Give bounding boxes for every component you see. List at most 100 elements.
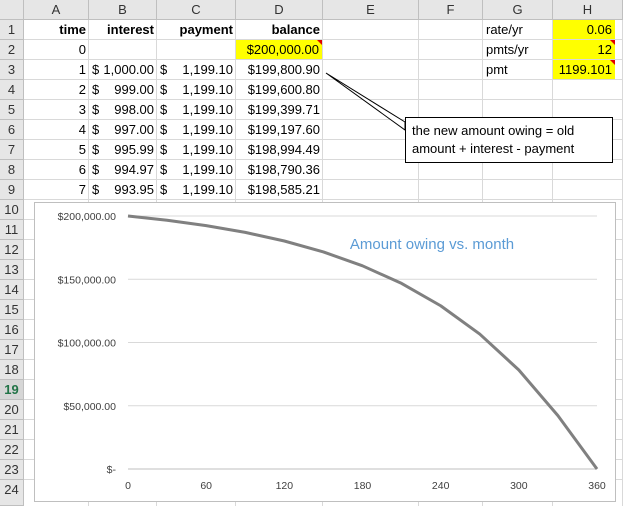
currency-symbol: $ [160, 122, 168, 137]
gridline [24, 119, 623, 120]
row-header-20[interactable]: 20 [0, 400, 24, 420]
column-header-c[interactable]: C [157, 0, 236, 20]
cell-c3[interactable]: $1,199.10 [157, 60, 236, 80]
select-all-corner[interactable] [0, 0, 24, 20]
cell-c8[interactable]: $1,199.10 [157, 160, 236, 180]
y-tick-label: $200,000.00 [58, 211, 117, 223]
gridline [24, 159, 623, 160]
row-header-6[interactable]: 6 [0, 120, 24, 140]
cell-a3[interactable]: 1 [78, 62, 86, 77]
column-header-f[interactable]: F [419, 0, 483, 20]
currency-symbol: $ [92, 82, 100, 97]
row-header-4[interactable]: 4 [0, 80, 24, 100]
row-header-19[interactable]: 19 [0, 380, 24, 400]
row-header-10[interactable]: 10 [0, 200, 24, 220]
column-header-a[interactable]: A [24, 0, 89, 20]
cell-b4[interactable]: $999.00 [89, 80, 157, 100]
cell-a9[interactable]: 7 [78, 182, 86, 197]
cell-d3[interactable]: $199,800.90 [247, 62, 320, 77]
row-header-16[interactable]: 16 [0, 320, 24, 340]
column-header-e[interactable]: E [323, 0, 419, 20]
row-header-11[interactable]: 11 [0, 220, 24, 240]
x-tick-label: 300 [510, 480, 528, 492]
gridline [24, 179, 623, 180]
row-header-24[interactable]: 24 [0, 480, 24, 506]
cell-d5[interactable]: $199,399.71 [247, 102, 320, 117]
x-tick-label: 0 [125, 480, 131, 492]
cell-b1[interactable]: interest [107, 22, 154, 37]
cell-a4[interactable]: 2 [78, 82, 86, 97]
column-header-h[interactable]: H [553, 0, 623, 20]
cell-b3[interactable]: $1,000.00 [89, 60, 157, 80]
row-header-23[interactable]: 23 [0, 460, 24, 480]
cell-c4[interactable]: $1,199.10 [157, 80, 236, 100]
column-header-d[interactable]: D [236, 0, 323, 20]
row-header-9[interactable]: 9 [0, 180, 24, 200]
cell-g1[interactable]: rate/yr [486, 22, 523, 37]
row-header-7[interactable]: 7 [0, 140, 24, 160]
row-header-17[interactable]: 17 [0, 340, 24, 360]
cell-a8[interactable]: 6 [78, 162, 86, 177]
cell-a2[interactable]: 0 [78, 42, 86, 57]
callout-line-1: the new amount owing = old [412, 123, 575, 138]
cell-d1[interactable]: balance [271, 22, 320, 37]
column-header-b[interactable]: B [89, 0, 157, 20]
row-header-22[interactable]: 22 [0, 440, 24, 460]
cell-h2[interactable]: 12 [553, 40, 615, 59]
comment-marker-h2[interactable] [610, 40, 615, 45]
cell-d4[interactable]: $199,600.80 [247, 82, 320, 97]
row-header-14[interactable]: 14 [0, 280, 24, 300]
cell-c9[interactable]: $1,199.10 [157, 180, 236, 200]
cell-b5[interactable]: $998.00 [89, 100, 157, 120]
line-chart[interactable]: $- $50,000.00 $100,000.00 $150,000.00 $200,0… [34, 202, 616, 502]
row-header-13[interactable]: 13 [0, 260, 24, 280]
cell-b8[interactable]: $994.97 [89, 160, 157, 180]
cell-a5[interactable]: 3 [78, 102, 86, 117]
row-header-5[interactable]: 5 [0, 100, 24, 120]
cell-b6[interactable]: $997.00 [89, 120, 157, 140]
cell-value: 995.99 [114, 142, 154, 157]
row-header-2[interactable]: 2 [0, 40, 24, 60]
cell-value: 993.95 [114, 182, 154, 197]
row-header-1[interactable]: 1 [0, 20, 24, 40]
row-header-12[interactable]: 12 [0, 240, 24, 260]
column-header-g[interactable]: G [483, 0, 553, 20]
cell-a1[interactable]: time [59, 22, 86, 37]
cell-b9[interactable]: $993.95 [89, 180, 157, 200]
gridline [24, 199, 623, 200]
currency-symbol: $ [160, 102, 168, 117]
row-header-21[interactable]: 21 [0, 420, 24, 440]
currency-symbol: $ [92, 62, 100, 77]
cell-value: 994.97 [114, 162, 154, 177]
row-header-18[interactable]: 18 [0, 360, 24, 380]
cell-a6[interactable]: 4 [78, 122, 86, 137]
callout-textbox[interactable]: the new amount owing = old amount + inte… [405, 117, 613, 163]
cell-c1[interactable]: payment [179, 22, 233, 37]
cell-value: 1,199.10 [182, 182, 233, 197]
row-header-8[interactable]: 8 [0, 160, 24, 180]
cell-value: 998.00 [114, 102, 154, 117]
cell-c7[interactable]: $1,199.10 [157, 140, 236, 160]
cell-a7[interactable]: 5 [78, 142, 86, 157]
comment-marker-d2[interactable] [317, 40, 322, 45]
cell-h3[interactable]: 1199.101 [553, 60, 615, 79]
cell-d7[interactable]: $198,994.49 [247, 142, 320, 157]
cell-d8[interactable]: $198,790.36 [247, 162, 320, 177]
chart-title: Amount owing vs. month [350, 236, 514, 253]
cell-g2[interactable]: pmts/yr [486, 42, 529, 57]
comment-marker-h3[interactable] [610, 60, 615, 65]
cell-value: 997.00 [114, 122, 154, 137]
cell-b7[interactable]: $995.99 [89, 140, 157, 160]
row-header-15[interactable]: 15 [0, 300, 24, 320]
cell-h1[interactable]: 0.06 [553, 20, 615, 39]
cell-d9[interactable]: $198,585.21 [247, 182, 320, 197]
gridline [24, 59, 623, 60]
cell-g3[interactable]: pmt [486, 62, 508, 77]
cell-c5[interactable]: $1,199.10 [157, 100, 236, 120]
y-tick-label: $50,000.00 [63, 401, 116, 413]
cell-value: 1,199.10 [182, 142, 233, 157]
row-header-3[interactable]: 3 [0, 60, 24, 80]
cell-d2[interactable]: $200,000.00 [236, 40, 322, 59]
cell-c6[interactable]: $1,199.10 [157, 120, 236, 140]
cell-d6[interactable]: $199,197.60 [247, 122, 320, 137]
